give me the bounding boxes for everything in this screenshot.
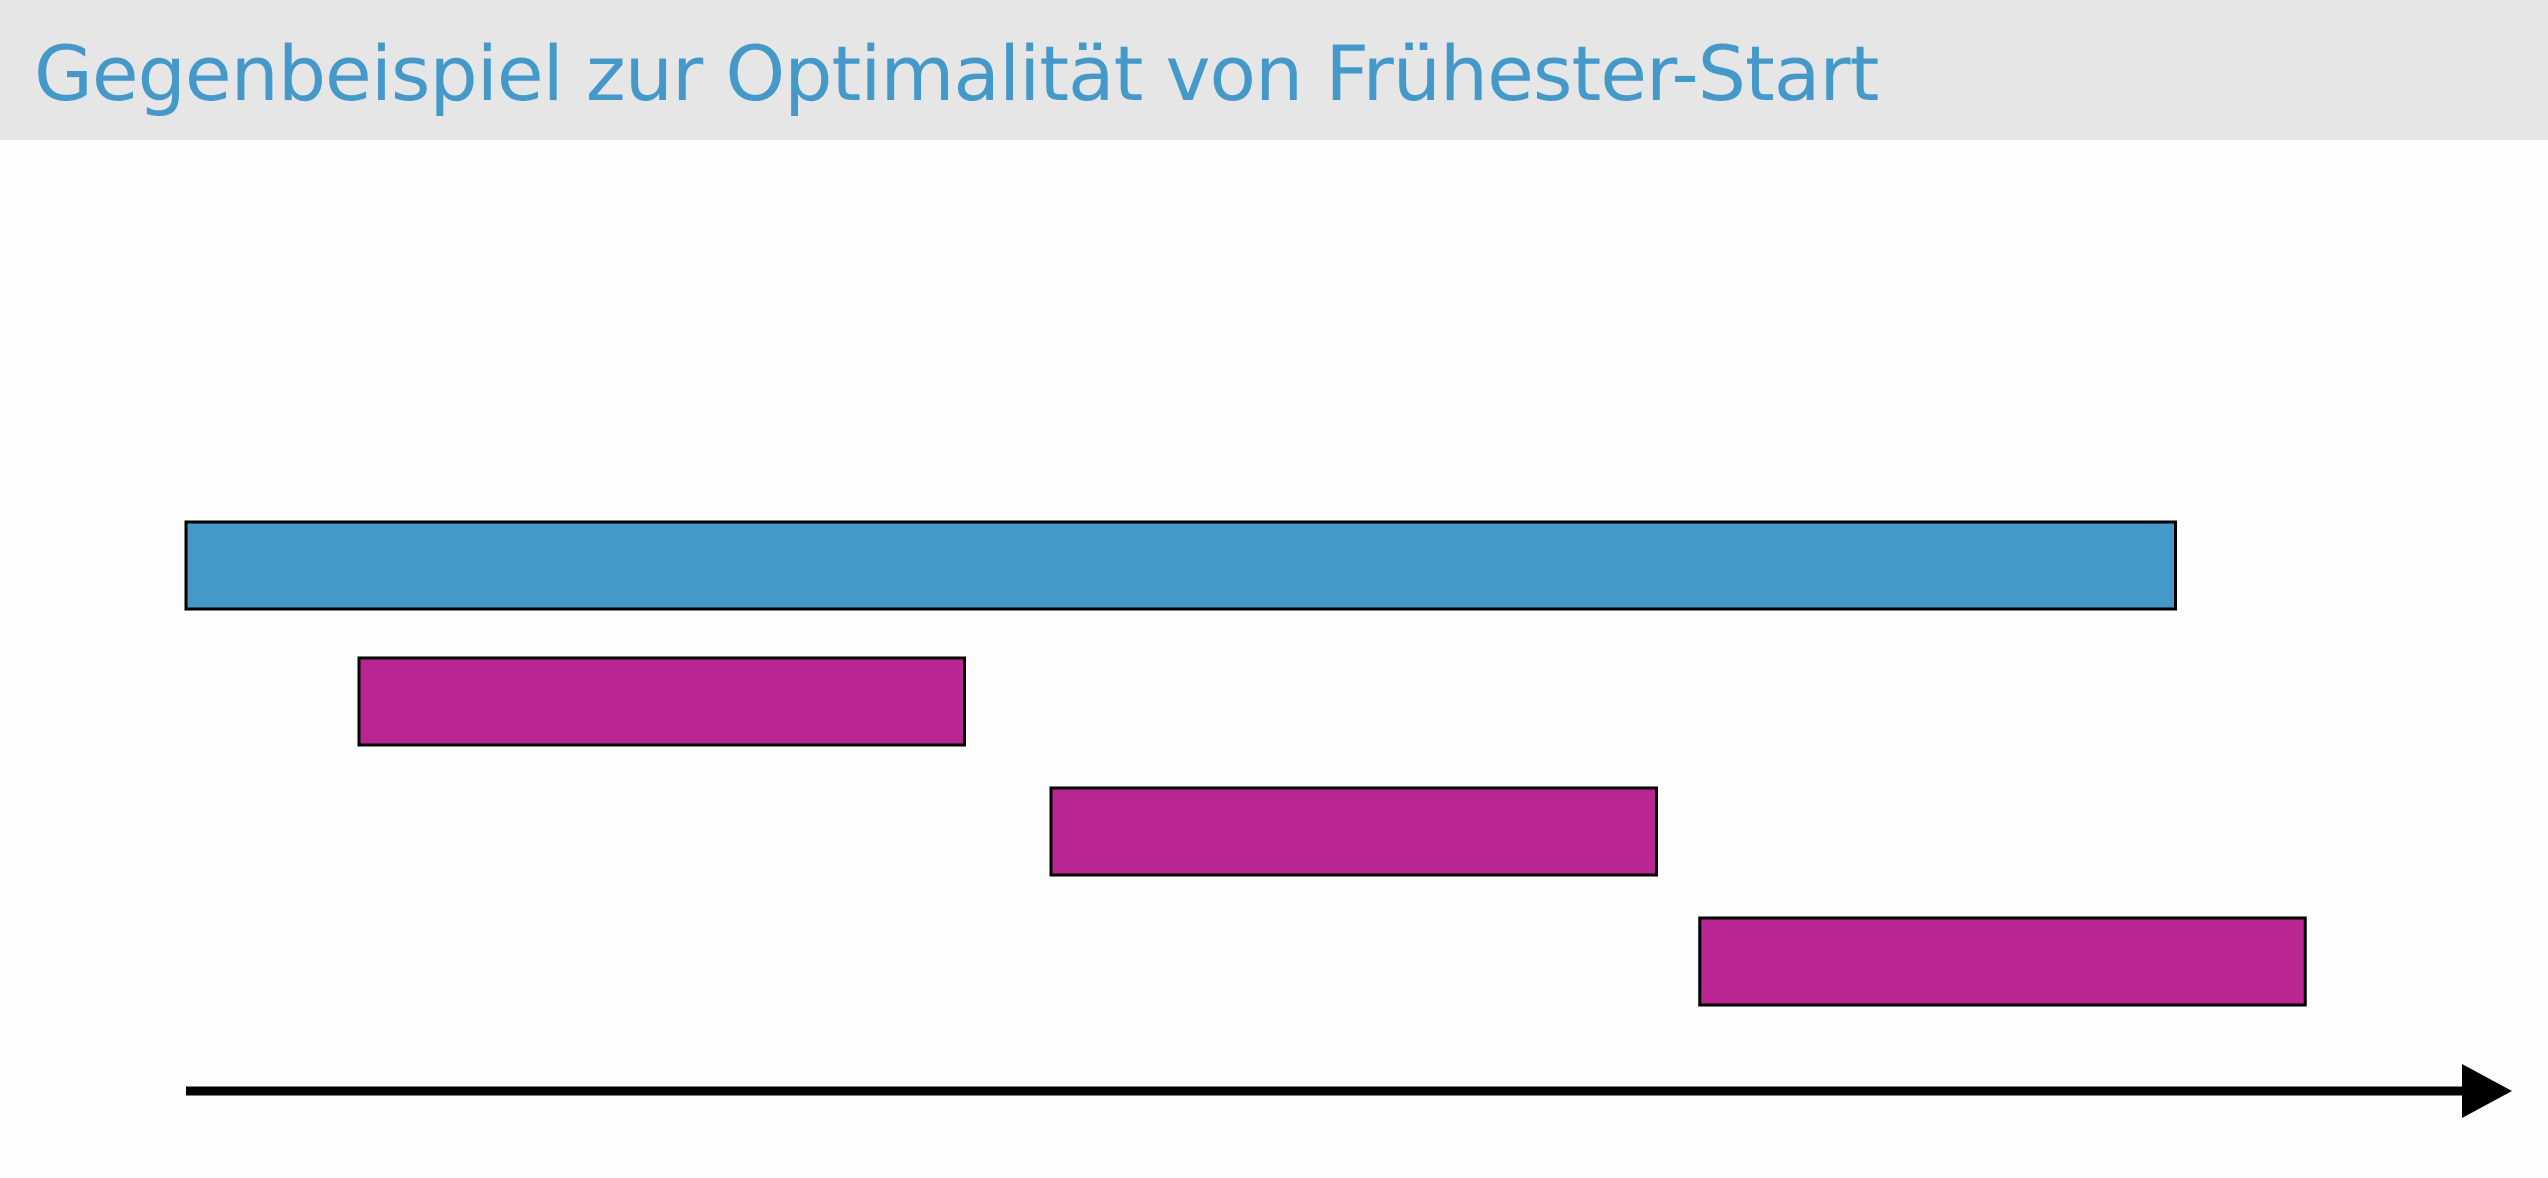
slide-title: Gegenbeispiel zur Optimalität von Frühes…: [34, 29, 1879, 118]
interval-bars: [184, 520, 2307, 1007]
interval-bar-short-3: [1698, 916, 2307, 1007]
title-bar: Gegenbeispiel zur Optimalität von Frühes…: [0, 0, 2548, 140]
timeline-arrowhead-icon: [2462, 1064, 2512, 1118]
timeline-axis: [186, 1064, 2512, 1118]
interval-bar-short-2: [1049, 786, 1658, 877]
interval-bar-long: [184, 520, 2177, 611]
interval-bar-short-1: [357, 656, 966, 747]
